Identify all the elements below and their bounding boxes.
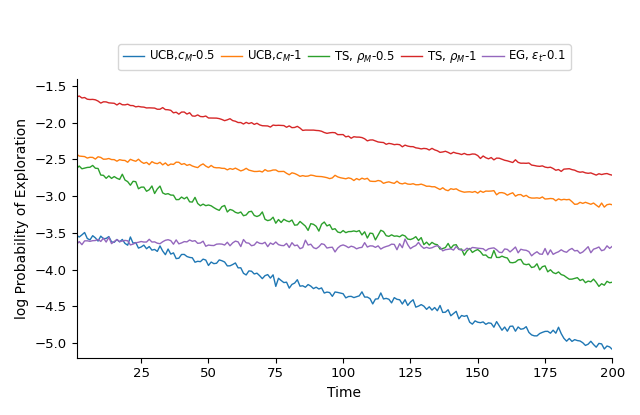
EG, $\varepsilon_{t}$-0.1	[528, 253, 536, 258]
Line: TS, $\rho_{M}$-1: TS, $\rho_{M}$-1	[77, 96, 612, 175]
TS, $\rho_{M}$-1	[97, 100, 104, 105]
UCB,$c_{M}$-0.5	[566, 336, 573, 341]
TS, $\rho_{M}$-1	[73, 95, 81, 100]
TS, $\rho_{M}$-0.5	[218, 204, 226, 209]
EG, $\varepsilon_{t}$-0.1	[73, 242, 81, 247]
TS, $\rho_{M}$-1	[76, 93, 83, 98]
UCB,$c_{M}$-0.5	[175, 256, 182, 261]
TS, $\rho_{M}$-0.5	[97, 173, 104, 178]
TS, $\rho_{M}$-1	[566, 166, 573, 171]
Line: UCB,$c_{M}$-1: UCB,$c_{M}$-1	[77, 154, 612, 207]
UCB,$c_{M}$-0.5	[81, 230, 88, 235]
UCB,$c_{M}$-1	[595, 205, 603, 210]
UCB,$c_{M}$-1	[216, 165, 223, 170]
TS, $\rho_{M}$-0.5	[108, 176, 115, 181]
Line: UCB,$c_{M}$-0.5: UCB,$c_{M}$-0.5	[77, 232, 612, 349]
TS, $\rho_{M}$-0.5	[595, 284, 603, 289]
TS, $\rho_{M}$-0.5	[609, 280, 616, 285]
TS, $\rho_{M}$-0.5	[566, 277, 573, 282]
Y-axis label: log Probability of Exploration: log Probability of Exploration	[15, 118, 29, 319]
UCB,$c_{M}$-1	[105, 156, 113, 161]
TS, $\rho_{M}$-1	[108, 100, 115, 105]
UCB,$c_{M}$-0.5	[97, 234, 104, 239]
EG, $\varepsilon_{t}$-0.1	[94, 237, 102, 242]
EG, $\varepsilon_{t}$-0.1	[105, 235, 113, 240]
TS, $\rho_{M}$-0.5	[175, 197, 182, 202]
UCB,$c_{M}$-1	[609, 202, 616, 207]
UCB,$c_{M}$-1	[172, 160, 180, 165]
TS, $\rho_{M}$-1	[584, 171, 592, 176]
Line: EG, $\varepsilon_{t}$-0.1: EG, $\varepsilon_{t}$-0.1	[77, 237, 612, 256]
TS, $\rho_{M}$-1	[218, 117, 226, 122]
EG, $\varepsilon_{t}$-0.1	[609, 244, 616, 249]
TS, $\rho_{M}$-1	[175, 112, 182, 117]
EG, $\varepsilon_{t}$-0.1	[175, 242, 182, 247]
TS, $\rho_{M}$-0.5	[89, 163, 97, 168]
UCB,$c_{M}$-0.5	[73, 233, 81, 238]
EG, $\varepsilon_{t}$-0.1	[568, 246, 576, 251]
UCB,$c_{M}$-0.5	[584, 342, 592, 347]
TS, $\rho_{M}$-1	[609, 173, 616, 178]
UCB,$c_{M}$-0.5	[218, 258, 226, 263]
UCB,$c_{M}$-1	[73, 151, 81, 156]
Legend: UCB,$c_{M}$-0.5, UCB,$c_{M}$-1, TS, $\rho_{M}$-0.5, TS, $\rho_{M}$-1, EG, $\vare: UCB,$c_{M}$-0.5, UCB,$c_{M}$-1, TS, $\rh…	[118, 44, 571, 70]
EG, $\varepsilon_{t}$-0.1	[587, 250, 595, 255]
X-axis label: Time: Time	[328, 386, 362, 400]
Line: TS, $\rho_{M}$-0.5: TS, $\rho_{M}$-0.5	[77, 166, 612, 286]
TS, $\rho_{M}$-0.5	[584, 278, 592, 283]
EG, $\varepsilon_{t}$-0.1	[218, 242, 226, 247]
UCB,$c_{M}$-0.5	[609, 347, 616, 352]
UCB,$c_{M}$-1	[582, 200, 589, 205]
UCB,$c_{M}$-0.5	[108, 239, 115, 244]
UCB,$c_{M}$-1	[563, 197, 570, 202]
EG, $\varepsilon_{t}$-0.1	[108, 241, 115, 246]
TS, $\rho_{M}$-0.5	[73, 166, 81, 171]
UCB,$c_{M}$-1	[94, 154, 102, 159]
